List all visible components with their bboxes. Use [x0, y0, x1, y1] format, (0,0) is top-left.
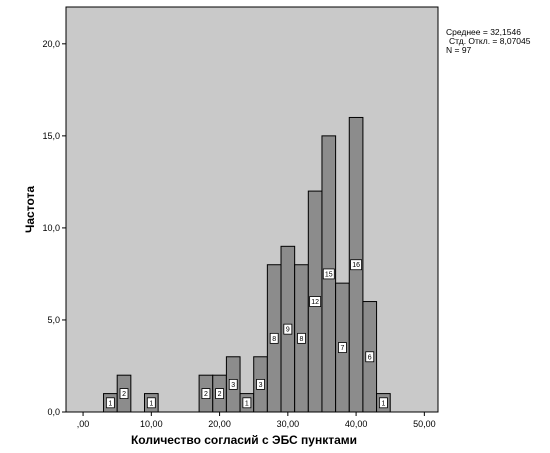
bar-count-label: 1	[381, 400, 385, 407]
statistics-box: Среднее = 32,1546 Стд. Откл. = 8,07045 N…	[446, 28, 531, 55]
x-tick-label: 20,00	[208, 419, 231, 429]
bar-count-box	[146, 397, 156, 409]
bar-count-box	[322, 268, 335, 280]
y-tick-label: 5,0	[47, 315, 60, 325]
bar-count-label: 6	[368, 354, 372, 361]
bar-count-box	[365, 351, 375, 363]
bar-count-label: 12	[311, 299, 319, 306]
x-tick-label: 30,00	[277, 419, 300, 429]
bar-count-label: 1	[245, 400, 249, 407]
bar-count-label: 1	[108, 400, 112, 407]
x-tick-label: ,00	[77, 419, 90, 429]
plot-area	[65, 6, 439, 413]
bar-count-box	[269, 332, 279, 344]
x-tick-label: 50,00	[413, 419, 436, 429]
bar-count-box	[201, 388, 211, 399]
bar-count-label: 9	[286, 327, 290, 334]
y-axis-title: Частота	[23, 186, 37, 233]
bar-count-box	[350, 259, 362, 271]
y-tick-label: 0,0	[47, 407, 60, 417]
bar-count-label: 15	[325, 271, 333, 278]
x-tick-label: 10,00	[140, 419, 163, 429]
stat-n: N = 97	[446, 45, 472, 55]
bar-count-box	[242, 397, 252, 409]
bar-count-box	[309, 296, 322, 307]
bar-count-label: 3	[231, 382, 235, 389]
y-tick-label: 15,0	[42, 131, 60, 141]
bar-count-label: 7	[340, 345, 344, 352]
x-axis-title: Количество согласий с ЭБС пунктами	[131, 433, 357, 447]
bar-count-label: 2	[122, 391, 126, 398]
bar-count-label: 2	[218, 391, 222, 398]
bar-count-box	[228, 378, 238, 390]
bar-count-box	[338, 342, 347, 353]
bar-count-box	[256, 378, 265, 390]
bar-count-box	[105, 397, 115, 409]
x-axis: ,00 10,00 20,00 30,00 40,00 50,00	[77, 412, 436, 429]
y-tick-label: 20,0	[42, 39, 60, 49]
y-axis: 0,0 5,0 10,0 15,0 20,0	[42, 39, 66, 417]
bar-count-label: 3	[259, 382, 263, 389]
stat-std: Стд. Откл. = 8,07045	[449, 36, 531, 46]
bar-count-box	[215, 388, 224, 399]
bar-count-label: 16	[352, 262, 360, 269]
x-tick-label: 40,00	[345, 419, 368, 429]
bar-count-label: 8	[300, 336, 304, 343]
bar-count-label: 1	[149, 400, 153, 407]
bar-count-label: 2	[204, 391, 208, 398]
bar-count-box	[283, 323, 293, 335]
bar-count-box	[378, 397, 388, 409]
y-tick-label: 10,0	[42, 223, 60, 233]
bar-count-box	[297, 332, 306, 344]
bar-count-box	[119, 388, 129, 399]
stat-mean: Среднее = 32,1546	[446, 27, 521, 37]
bar-count-label: 8	[272, 336, 276, 343]
